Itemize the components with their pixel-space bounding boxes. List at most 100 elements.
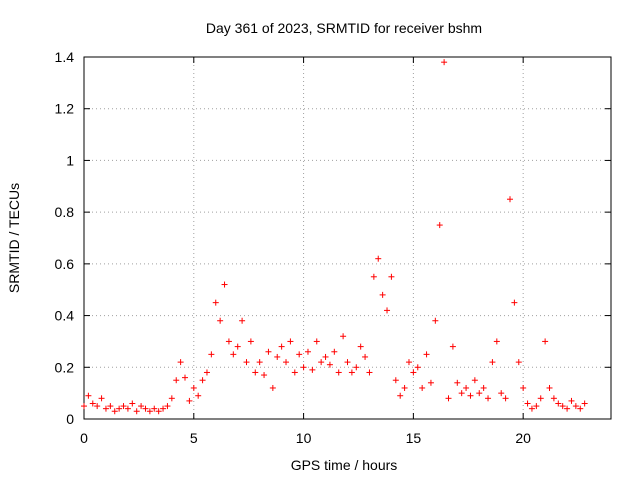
data-point <box>265 348 272 355</box>
data-point <box>366 369 373 376</box>
data-point <box>515 359 522 366</box>
x-tick-label: 20 <box>515 430 531 446</box>
chart-title: Day 361 of 2023, SRMTID for receiver bsh… <box>206 20 482 36</box>
data-point <box>182 374 189 381</box>
x-tick-label: 15 <box>406 430 422 446</box>
data-point <box>85 392 92 399</box>
data-point <box>283 359 290 366</box>
data-point <box>520 384 527 391</box>
plot-frame <box>83 56 612 420</box>
x-axis-label: GPS time / hours <box>291 457 398 473</box>
data-point <box>476 390 483 397</box>
data-point <box>230 351 237 358</box>
data-point <box>199 377 206 384</box>
data-point <box>498 390 505 397</box>
y-tick-label: 1.4 <box>55 49 75 65</box>
data-point <box>261 372 268 379</box>
data-point <box>511 299 518 306</box>
data-point <box>445 395 452 402</box>
data-point <box>555 400 562 407</box>
data-point <box>533 403 540 410</box>
data-point <box>357 343 364 350</box>
data-point <box>441 59 448 66</box>
data-point <box>256 359 263 366</box>
data-point <box>568 397 575 404</box>
data-point <box>423 351 430 358</box>
data-point <box>375 255 382 262</box>
data-point <box>291 369 298 376</box>
data-point <box>102 405 109 412</box>
data-point <box>111 408 118 415</box>
data-point <box>239 317 246 324</box>
data-point <box>388 273 395 280</box>
data-point <box>559 403 566 410</box>
x-tick-label: 10 <box>296 430 312 446</box>
data-point <box>212 299 219 306</box>
y-tick-label: 0.2 <box>55 359 75 375</box>
data-point <box>89 400 96 407</box>
data-point <box>151 405 158 412</box>
data-point <box>524 400 531 407</box>
data-point <box>506 196 513 203</box>
data-point <box>550 395 557 402</box>
data-point <box>401 384 408 391</box>
data-point <box>186 397 193 404</box>
data-point <box>124 405 131 412</box>
data-point <box>142 405 149 412</box>
y-axis-label: SRMTID / TECUs <box>6 183 22 293</box>
data-point <box>546 384 553 391</box>
data-point <box>296 351 303 358</box>
data-point <box>168 395 175 402</box>
data-point <box>318 359 325 366</box>
data-point <box>370 273 377 280</box>
data-point <box>537 395 544 402</box>
data-point <box>326 361 333 368</box>
data-point <box>274 353 281 360</box>
data-point <box>116 405 123 412</box>
data-point <box>173 377 180 384</box>
data-point <box>419 384 426 391</box>
data-point <box>458 390 465 397</box>
data-point <box>577 405 584 412</box>
data-point <box>572 403 579 410</box>
data-point <box>278 343 285 350</box>
data-point <box>146 408 153 415</box>
data-point <box>436 222 443 229</box>
data-point <box>581 400 588 407</box>
y-tick-label: 0.8 <box>55 204 75 220</box>
data-point <box>309 366 316 373</box>
axis-ticks: 0 0.2 0.4 0.6 0.8 1 1.2 1.4 0 5 10 15 20 <box>55 49 611 446</box>
data-point <box>208 351 215 358</box>
data-point <box>98 395 105 402</box>
data-point <box>353 364 360 371</box>
data-point <box>467 392 474 399</box>
x-tick-label: 0 <box>80 430 88 446</box>
data-point <box>397 392 404 399</box>
data-point <box>269 384 276 391</box>
data-point <box>304 348 311 355</box>
data-point <box>252 369 259 376</box>
data-point <box>195 392 202 399</box>
data-point <box>348 369 355 376</box>
y-tick-label: 0 <box>66 411 74 427</box>
data-point <box>177 359 184 366</box>
data-point <box>454 379 461 386</box>
data-point <box>243 359 250 366</box>
y-tick-label: 0.6 <box>55 256 75 272</box>
data-point <box>81 403 87 410</box>
data-point <box>493 338 500 345</box>
data-point <box>502 395 509 402</box>
data-point <box>528 405 535 412</box>
data-point <box>138 403 145 410</box>
data-point <box>362 353 369 360</box>
data-point <box>129 400 136 407</box>
data-point <box>410 369 417 376</box>
data-point <box>160 405 167 412</box>
data-point <box>471 377 478 384</box>
data-point <box>485 395 492 402</box>
data-point <box>287 338 294 345</box>
data-point <box>133 408 140 415</box>
data-point <box>225 338 232 345</box>
data-point <box>564 405 571 412</box>
data-point <box>427 379 434 386</box>
